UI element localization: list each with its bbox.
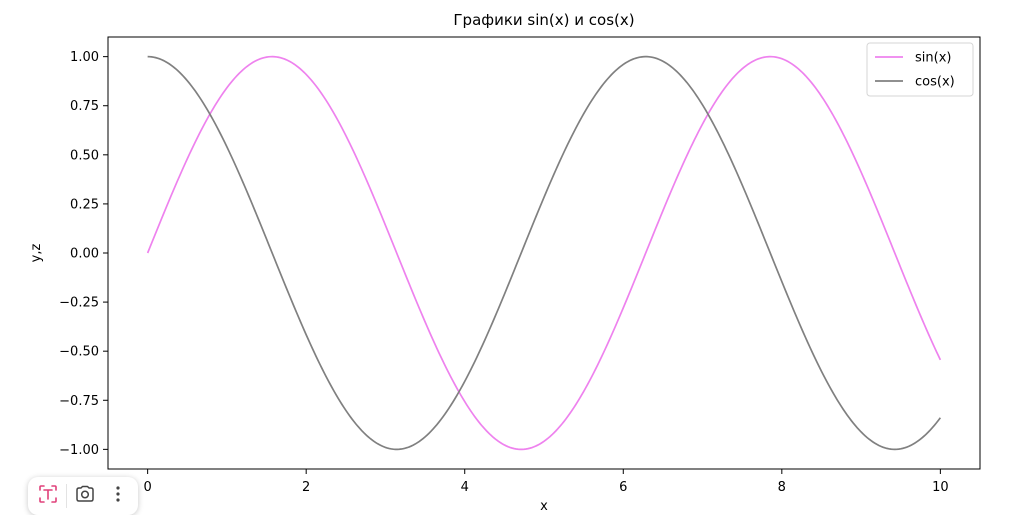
y-tick-label: −0.50: [59, 345, 99, 360]
lens-icon: [75, 484, 95, 508]
legend: sin(x) cos(x): [866, 42, 974, 97]
y-tick-label: 0.00: [70, 247, 99, 262]
text-select-button[interactable]: [33, 481, 63, 511]
x-tick-label: 6: [619, 480, 627, 495]
x-axis: 0 2 4 6 8 10: [143, 469, 949, 495]
y-tick-label: 0.25: [70, 197, 99, 212]
y-tick-label: −1.00: [59, 443, 99, 458]
x-tick-label: 10: [932, 480, 949, 495]
legend-label: cos(x): [915, 75, 955, 90]
x-tick-label: 2: [302, 480, 310, 495]
floating-toolbar: [28, 477, 138, 515]
x-tick-label: 8: [778, 480, 786, 495]
more-vertical-icon: [108, 484, 128, 508]
y-axis-label: y,z: [29, 244, 44, 263]
y-tick-label: 0.50: [70, 148, 99, 163]
more-options-button[interactable]: [103, 481, 133, 511]
toolbar-divider: [66, 484, 68, 508]
y-tick-label: 0.75: [70, 99, 99, 114]
x-axis-label: x: [540, 499, 548, 514]
y-tick-label: −0.25: [59, 296, 99, 311]
text-select-icon: [38, 484, 58, 508]
legend-label: sin(x): [915, 51, 951, 66]
lens-button[interactable]: [70, 481, 100, 511]
x-tick-label: 4: [461, 480, 469, 495]
chart-title: Графики sin(x) и cos(x): [453, 11, 634, 29]
y-tick-label: 1.00: [70, 50, 99, 65]
x-tick-label: 0: [143, 480, 151, 495]
y-axis: 1.00 0.75 0.50 0.25 0.00 −0.25 −0.50 −0.75 −1.00: [59, 50, 108, 458]
series-line-sin: [146, 55, 942, 451]
plot-frame: [107, 36, 981, 470]
series-line-cos: [147, 55, 942, 451]
y-tick-label: −0.75: [59, 394, 99, 409]
